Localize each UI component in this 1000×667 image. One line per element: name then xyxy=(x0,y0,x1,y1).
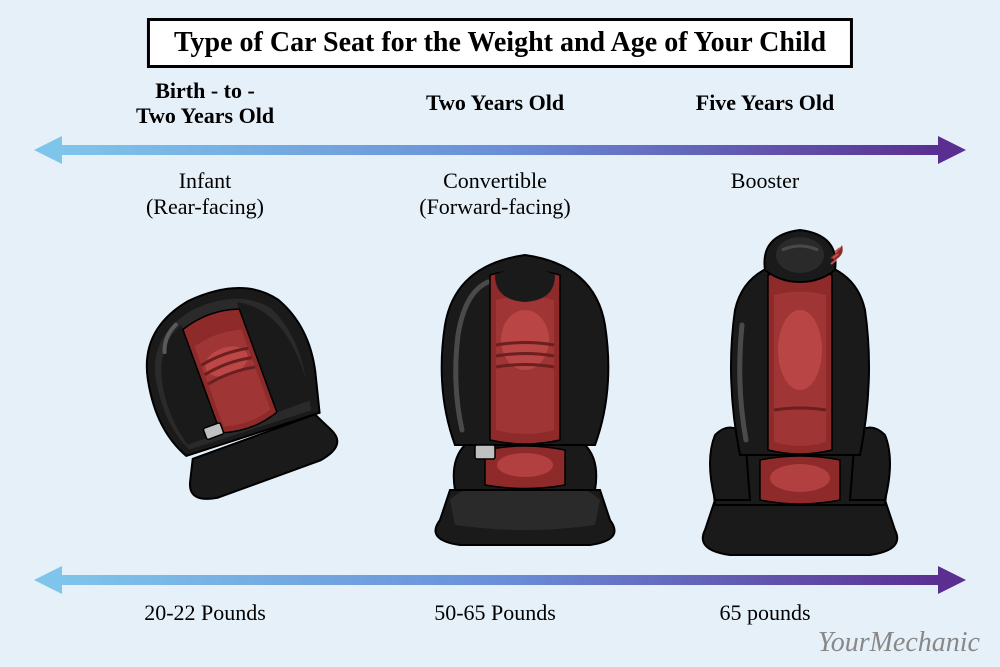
weight-label-convertible: 50-65 Pounds xyxy=(390,600,600,626)
age-label-line1: Five Years Old xyxy=(696,90,835,115)
gradient-bar xyxy=(60,145,940,155)
seat-type-infant: Infant (Rear-facing) xyxy=(100,168,310,221)
watermark: YourMechanic xyxy=(818,627,980,659)
arrow-head-right-icon xyxy=(938,566,966,594)
timeline-arrow-top xyxy=(40,140,960,160)
seat-type-line1: Infant xyxy=(179,168,232,193)
page-title: Type of Car Seat for the Weight and Age … xyxy=(147,18,853,68)
seat-type-convertible: Convertible (Forward-facing) xyxy=(390,168,600,221)
seat-type-line2: (Forward-facing) xyxy=(419,194,571,219)
convertible-seat-illustration xyxy=(390,230,660,550)
age-label-infant: Birth - to - Two Years Old xyxy=(100,78,310,129)
age-label-convertible: Two Years Old xyxy=(390,90,600,115)
seat-type-line1: Convertible xyxy=(443,168,547,193)
seat-type-line2: (Rear-facing) xyxy=(146,194,264,219)
age-label-line1: Birth - to - xyxy=(155,78,255,103)
infant-seat-illustration xyxy=(110,260,360,510)
timeline-arrow-bottom xyxy=(40,570,960,590)
weight-label-infant: 20-22 Pounds xyxy=(100,600,310,626)
age-label-line2: Two Years Old xyxy=(136,103,274,128)
arrow-head-right-icon xyxy=(938,136,966,164)
age-label-booster: Five Years Old xyxy=(660,90,870,115)
booster-seat-illustration xyxy=(670,210,930,560)
seat-type-line1: Booster xyxy=(731,168,799,193)
arrow-head-left-icon xyxy=(34,566,62,594)
age-label-line1: Two Years Old xyxy=(426,90,564,115)
arrow-head-left-icon xyxy=(34,136,62,164)
weight-label-booster: 65 pounds xyxy=(660,600,870,626)
seat-type-booster: Booster xyxy=(660,168,870,194)
gradient-bar xyxy=(60,575,940,585)
